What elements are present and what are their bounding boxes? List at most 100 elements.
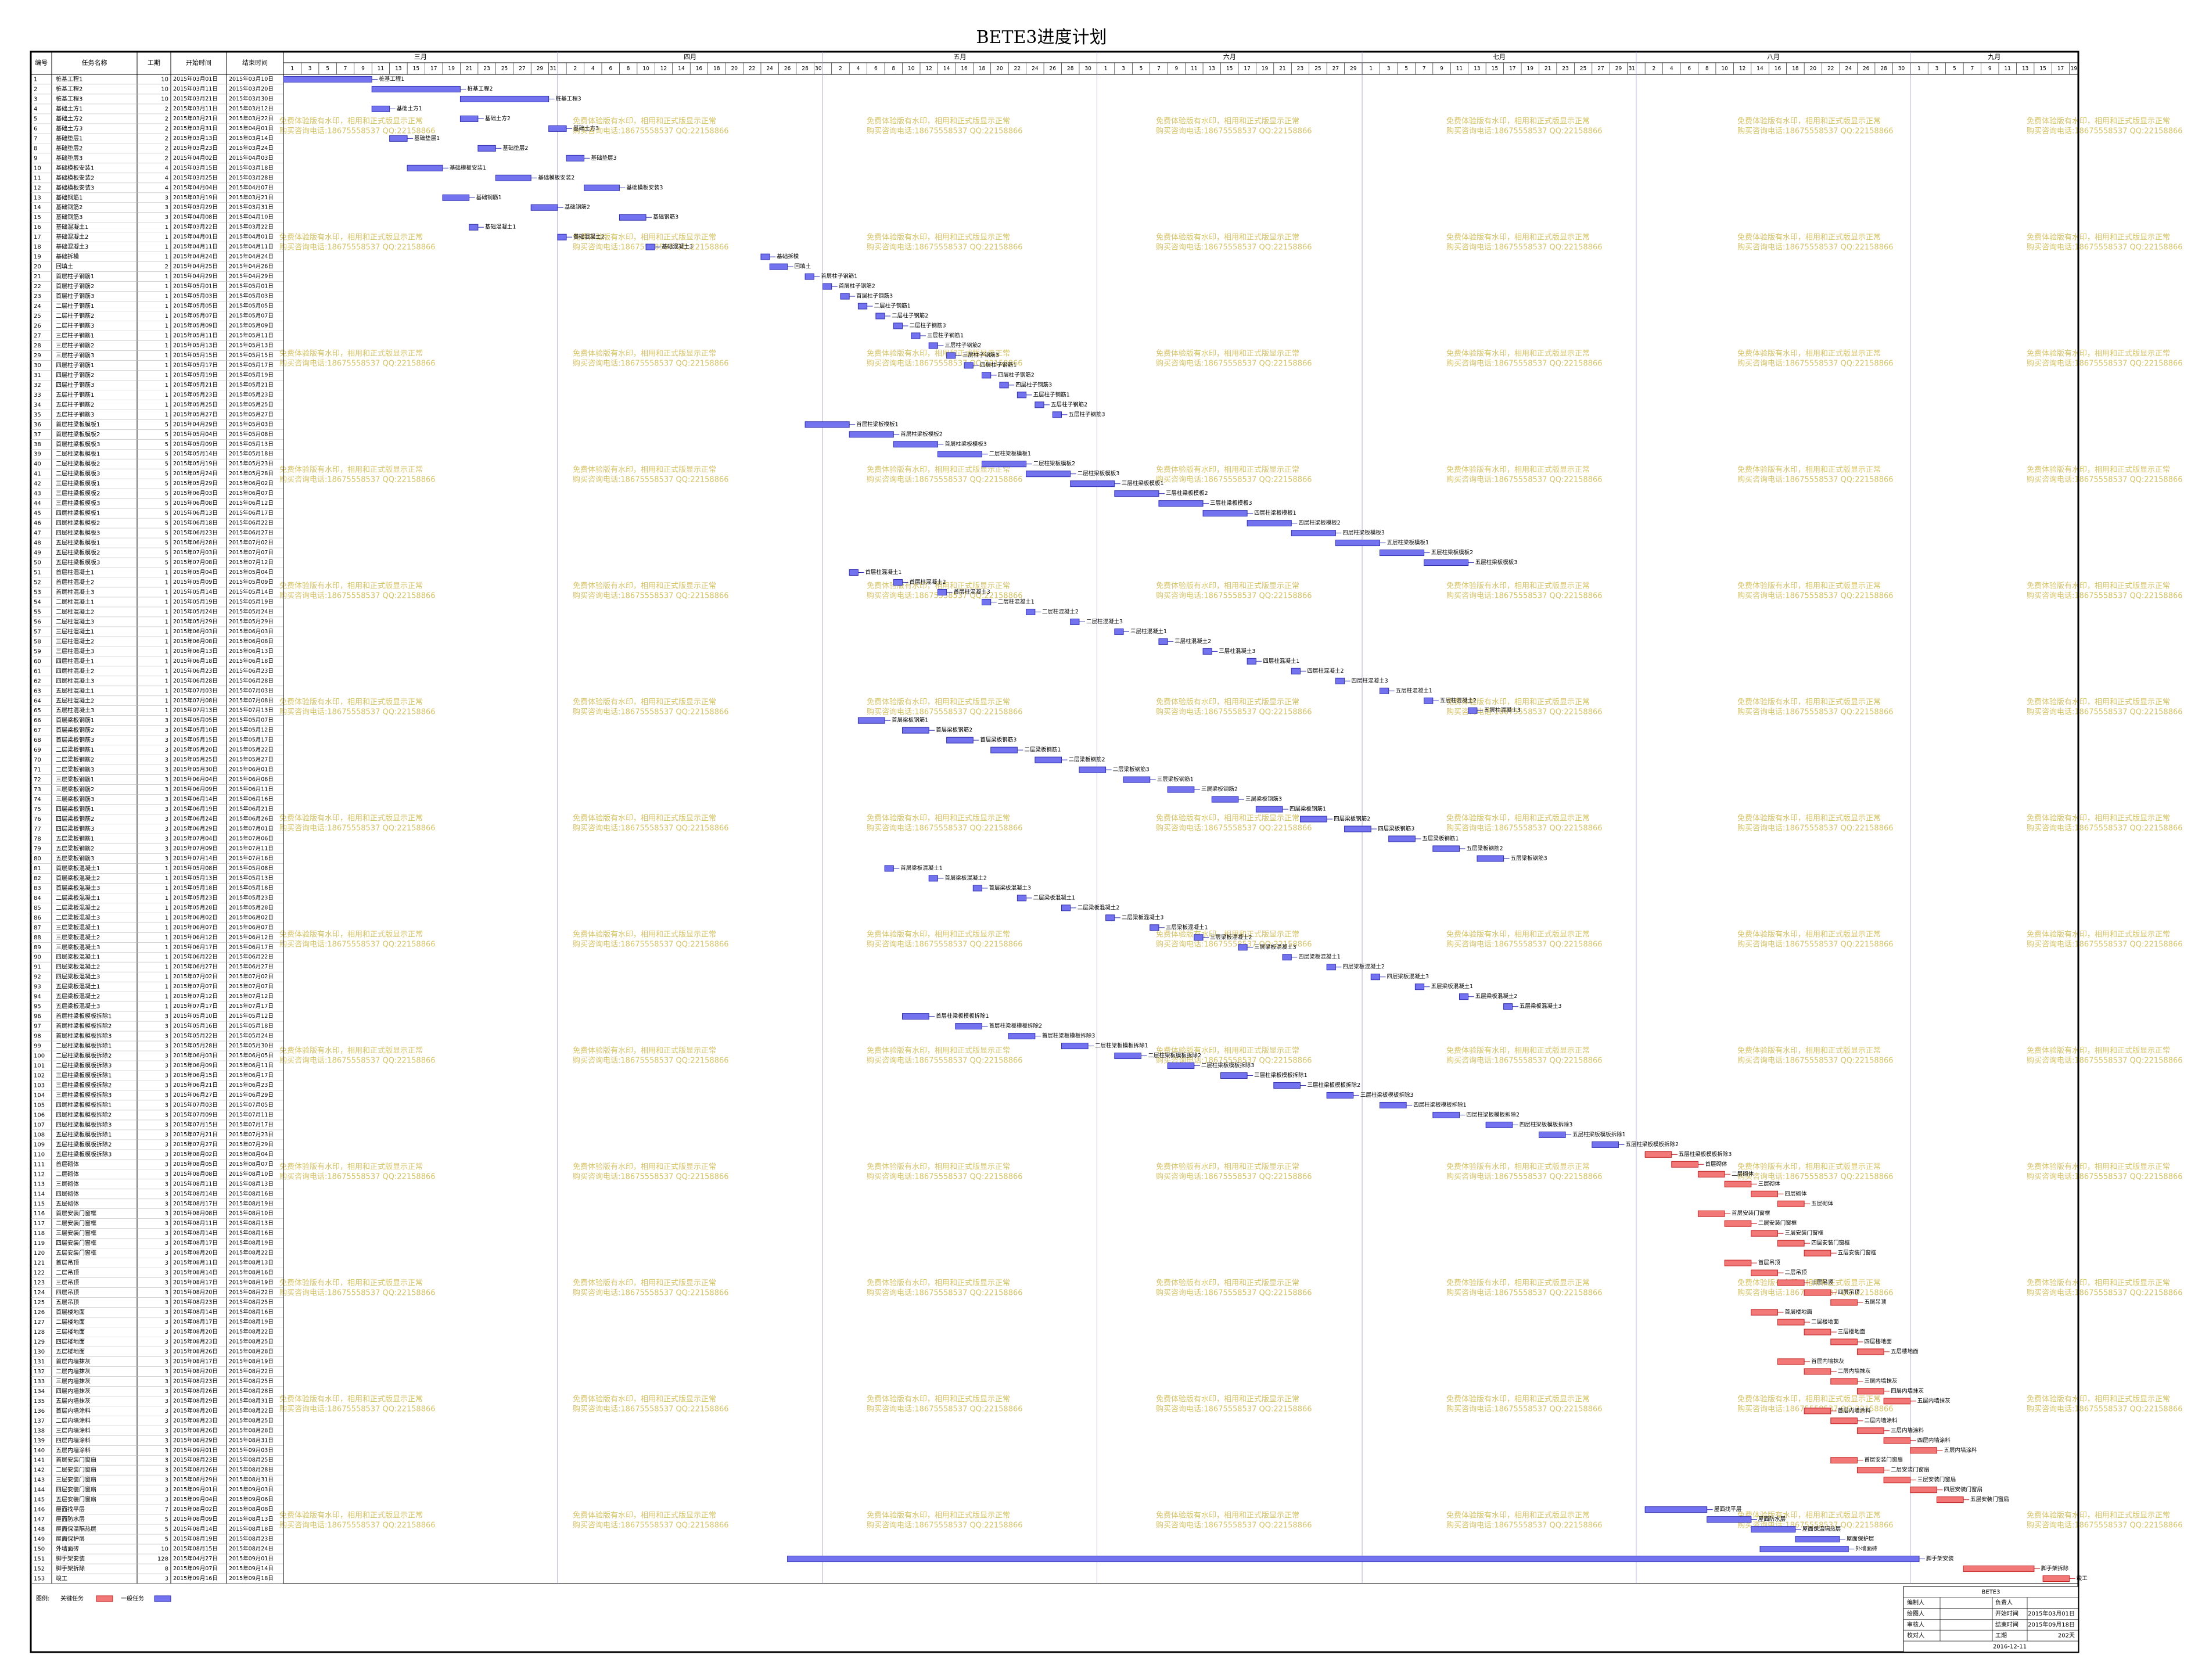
task-id: 76 bbox=[34, 816, 41, 823]
task-name: 基础混凝土3 bbox=[56, 243, 88, 250]
day-label: 6 bbox=[874, 66, 878, 72]
task-name: 基础土方1 bbox=[56, 105, 82, 112]
task-end: 2015年08月31日 bbox=[229, 1437, 274, 1444]
task-bar bbox=[1255, 806, 1283, 813]
task-bar bbox=[1697, 1210, 1725, 1217]
watermark: 购买咨询电话:18675558537 QQ:22158866 bbox=[573, 475, 729, 484]
task-duration: 3 bbox=[165, 1181, 168, 1187]
task-duration: 1 bbox=[165, 688, 168, 694]
task-start: 2015年08月26日 bbox=[173, 1387, 218, 1394]
task-end: 2015年08月19日 bbox=[229, 1240, 274, 1247]
task-id: 2 bbox=[34, 86, 37, 92]
watermark: 购买咨询电话:18675558537 QQ:22158866 bbox=[1156, 824, 1312, 833]
watermark: 免费体验版有水印，相用和正式版显示正常 bbox=[1446, 1162, 1590, 1172]
task-bar bbox=[283, 76, 372, 82]
bar-label: 三层柱混凝土2 bbox=[1174, 638, 1211, 645]
task-duration: 8 bbox=[165, 1566, 168, 1573]
task-duration: 5 bbox=[165, 1537, 168, 1543]
bar-label: 二层柱子钢筋1 bbox=[874, 303, 911, 310]
info-label: 绘图人 bbox=[1907, 1610, 1924, 1617]
bar-label: 首层柱梁板模板3 bbox=[944, 440, 987, 447]
watermark: 购买咨询电话:18675558537 QQ:22158866 bbox=[867, 1172, 1023, 1182]
task-end: 2015年05月27日 bbox=[229, 756, 274, 763]
day-label: 8 bbox=[1705, 66, 1709, 72]
watermark: 购买咨询电话:18675558537 QQ:22158866 bbox=[1737, 359, 1894, 368]
task-name: 五层梁板混凝土1 bbox=[56, 983, 100, 990]
task-end: 2015年06月11日 bbox=[229, 786, 274, 793]
task-end: 2015年08月18日 bbox=[229, 1525, 274, 1532]
task-name: 五层梁板钢筋2 bbox=[56, 845, 94, 852]
task-end: 2015年06月12日 bbox=[229, 934, 274, 940]
watermark: 购买咨询电话:18675558537 QQ:22158866 bbox=[1737, 824, 1894, 833]
task-id: 45 bbox=[34, 511, 41, 517]
task-duration: 1 bbox=[165, 234, 168, 240]
day-label: 7 bbox=[344, 66, 347, 72]
task-bar bbox=[1671, 1161, 1698, 1168]
task-duration: 5 bbox=[165, 540, 168, 547]
task-bar bbox=[619, 214, 646, 221]
task-start: 2015年04月01日 bbox=[173, 234, 218, 240]
task-start: 2015年05月18日 bbox=[173, 884, 218, 891]
task-name: 三层柱子钢筋3 bbox=[56, 351, 94, 359]
day-label: 29 bbox=[1615, 66, 1622, 72]
task-name: 二层梁板钢筋1 bbox=[56, 746, 94, 753]
watermark: 免费体验版有水印，相用和正式版显示正常 bbox=[1446, 581, 1590, 591]
task-duration: 1 bbox=[165, 362, 168, 369]
watermark: 购买咨询电话:18675558537 QQ:22158866 bbox=[1446, 127, 1603, 136]
task-bar bbox=[407, 164, 443, 171]
task-id: 22 bbox=[34, 283, 41, 290]
watermark: 购买咨询电话:18675558537 QQ:22158866 bbox=[1446, 1172, 1603, 1182]
task-bar bbox=[1751, 1190, 1778, 1197]
watermark: 免费体验版有水印，相用和正式版显示正常 bbox=[279, 233, 423, 242]
task-name: 基础垫层3 bbox=[56, 154, 82, 161]
task-bar bbox=[1017, 895, 1027, 902]
task-duration: 10 bbox=[161, 1546, 168, 1553]
task-bar bbox=[1777, 1319, 1805, 1326]
task-duration: 1 bbox=[165, 254, 168, 260]
task-id: 103 bbox=[34, 1082, 45, 1089]
task-id: 66 bbox=[34, 717, 41, 724]
day-label: 28 bbox=[802, 66, 809, 72]
task-duration: 5 bbox=[165, 1527, 168, 1533]
watermark: 免费体验版有水印，相用和正式版显示正常 bbox=[1446, 1279, 1590, 1288]
watermark: 免费体验版有水印，相用和正式版显示正常 bbox=[1446, 465, 1590, 475]
day-label: 25 bbox=[1580, 66, 1586, 72]
task-bar bbox=[1697, 1171, 1725, 1178]
watermark: 购买咨询电话:18675558537 QQ:22158866 bbox=[867, 1288, 1023, 1298]
bar-label: 四层柱子钢筋3 bbox=[1015, 381, 1052, 388]
day-label: 10 bbox=[908, 66, 915, 72]
bar-label: 三层楼地面 bbox=[1838, 1329, 1866, 1336]
task-bar bbox=[1432, 1111, 1460, 1118]
task-duration: 5 bbox=[165, 481, 168, 487]
task-end: 2015年06月22日 bbox=[229, 519, 274, 526]
task-end: 2015年08月28日 bbox=[229, 1427, 274, 1434]
task-duration: 3 bbox=[165, 1053, 168, 1060]
task-name: 首层梁板钢筋1 bbox=[56, 716, 94, 724]
task-bar bbox=[769, 263, 788, 270]
task-name: 二层内墙抹灰 bbox=[56, 1367, 91, 1375]
task-id: 50 bbox=[34, 560, 41, 566]
task-bar bbox=[1883, 1398, 1911, 1405]
task-bar bbox=[849, 569, 859, 576]
task-end: 2015年07月07日 bbox=[229, 983, 274, 990]
bar-label: 二层楼地面 bbox=[1811, 1319, 1839, 1326]
task-name: 三层柱梁板模板拆除2 bbox=[56, 1081, 112, 1089]
task-id: 116 bbox=[34, 1211, 45, 1217]
task-id: 88 bbox=[34, 935, 41, 941]
watermark: 免费体验版有水印，相用和正式版显示正常 bbox=[1737, 1162, 1881, 1172]
task-start: 2015年05月01日 bbox=[173, 283, 218, 290]
task-start: 2015年06月02日 bbox=[173, 914, 218, 921]
bar-label: 首层柱子钢筋1 bbox=[821, 273, 857, 280]
task-id: 128 bbox=[34, 1329, 45, 1336]
bar-label: 基础土方1 bbox=[397, 105, 422, 112]
task-start: 2015年08月17日 bbox=[173, 1200, 218, 1207]
task-name: 首层梁板混凝土2 bbox=[56, 874, 100, 882]
task-duration: 3 bbox=[165, 1092, 168, 1099]
legend-swatch bbox=[154, 1595, 171, 1602]
watermark: 免费体验版有水印，相用和正式版显示正常 bbox=[867, 1395, 1010, 1404]
task-start: 2015年05月11日 bbox=[173, 332, 218, 339]
task-name: 首层梁板钢筋3 bbox=[56, 736, 94, 744]
task-bar bbox=[928, 342, 938, 349]
task-duration: 5 bbox=[165, 530, 168, 537]
bar-label: 基础土方2 bbox=[485, 115, 511, 122]
